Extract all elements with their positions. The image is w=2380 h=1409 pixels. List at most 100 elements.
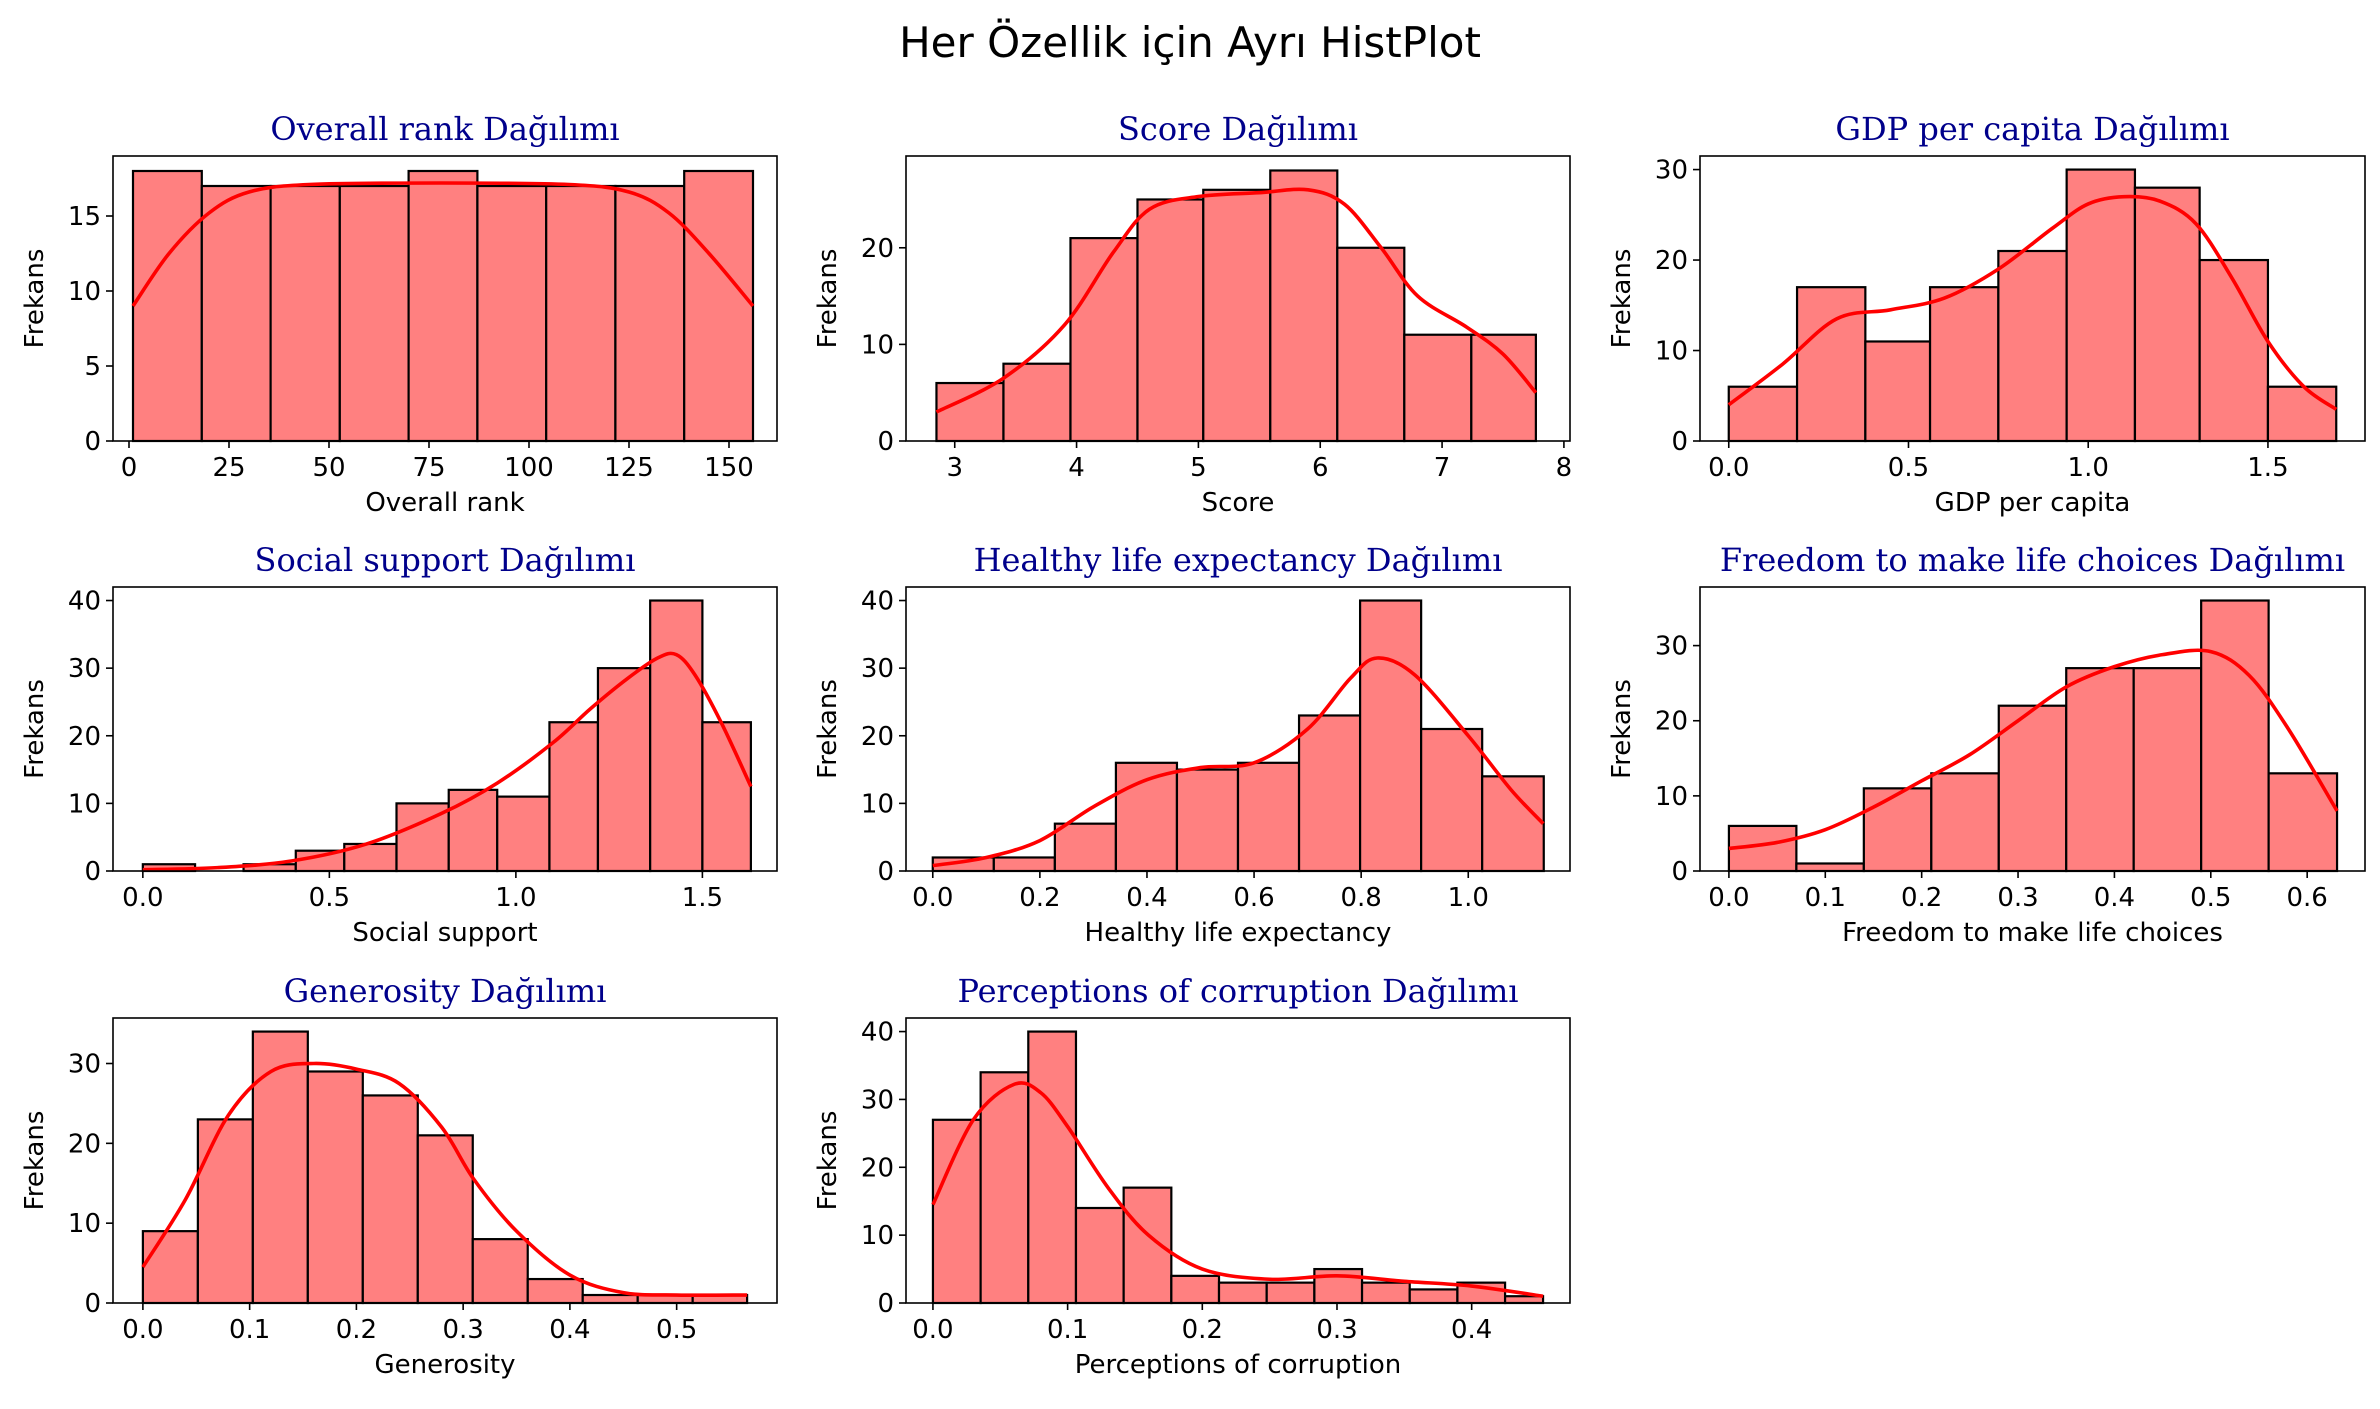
- panel-title: Perceptions of corruption Dağılımı: [957, 972, 1518, 1010]
- histogram-bar: [1470, 333, 1537, 443]
- histogram-panel: 0.0 0.1 0.2 0.3 0.4 0 10 20 30 40 Perceptions of c…: [813, 972, 1571, 1380]
- histogram-bar: [1297, 714, 1362, 873]
- histogram-panel: 0.0 0.5 1.0 1.5 0 10 20 30 GDP per capita Dağılı…: [1607, 110, 2366, 518]
- axes-frame: [1699, 586, 2366, 872]
- histogram-bar: [1864, 340, 1932, 443]
- histogram-bar: [2267, 772, 2339, 873]
- histogram-bar: [1217, 1281, 1268, 1305]
- bars: [1727, 168, 2338, 443]
- x-axis-label: Healthy life expectancy: [1085, 918, 1392, 948]
- histogram-bar: [1175, 768, 1240, 873]
- y-tick-label: 20: [1655, 707, 1688, 737]
- y-tick-label: 20: [1655, 246, 1688, 276]
- x-tick-label: 0.1: [229, 1315, 270, 1345]
- histogram-bar: [447, 788, 499, 873]
- histogram-bar: [1420, 727, 1484, 873]
- histogram-bar: [1170, 1274, 1221, 1305]
- axes-frame: [905, 155, 1571, 442]
- x-tick-label: 0.8: [1340, 883, 1381, 913]
- x-tick-label: 0.1: [1047, 1315, 1088, 1345]
- x-tick-label: 1.5: [2247, 453, 2288, 483]
- y-tick-label: 0: [84, 427, 101, 457]
- x-tick-label: 1.5: [682, 883, 723, 913]
- histogram-bar: [1002, 362, 1072, 443]
- y-tick-label: 20: [861, 1153, 894, 1183]
- x-tick-label: 0: [121, 453, 138, 483]
- histogram-bar: [1074, 1206, 1125, 1305]
- histogram-bar: [1202, 188, 1272, 443]
- x-axis-label: GDP per capita: [1935, 488, 2131, 518]
- histogram-bar: [1928, 286, 2000, 443]
- histogram-bar: [2266, 385, 2338, 443]
- axes-frame: [905, 1017, 1571, 1304]
- x-tick-label: 0.0: [122, 1315, 163, 1345]
- histogram-bar: [2132, 667, 2203, 873]
- bars: [931, 1030, 1545, 1305]
- x-tick-label: 0.0: [122, 883, 163, 913]
- histogram-bar: [1930, 772, 2000, 873]
- kde-line: [932, 656, 1545, 868]
- histogram-bar: [2065, 667, 2135, 873]
- histogram-bar: [1360, 1281, 1411, 1305]
- histogram-bar: [141, 1230, 199, 1305]
- axes-frame: [905, 586, 1571, 872]
- x-axis-label: Overall rank: [365, 488, 524, 518]
- histogram-bar: [1336, 246, 1406, 443]
- kde-line: [931, 1081, 1544, 1298]
- x-tick-label: 7: [1434, 453, 1451, 483]
- histogram-bar: [526, 1277, 584, 1305]
- x-tick-label: 0.0: [912, 1315, 953, 1345]
- bars: [931, 599, 1545, 873]
- axes-frame: [112, 586, 778, 872]
- x-tick-label: 0.0: [1708, 453, 1749, 483]
- y-tick-label: 20: [861, 234, 894, 264]
- histogram-bar: [1136, 198, 1205, 443]
- panel-title: Social support Dağılımı: [255, 541, 636, 579]
- histogram-bar: [1265, 1281, 1316, 1305]
- x-tick-label: 0.0: [1708, 883, 1749, 913]
- x-tick-label: 0.5: [309, 883, 350, 913]
- histogram-bar: [1727, 385, 1799, 443]
- x-tick-label: 0.3: [1997, 883, 2038, 913]
- x-tick-label: 8: [1556, 453, 1573, 483]
- y-tick-label: 20: [68, 722, 101, 752]
- x-tick-label: 0.3: [1316, 1315, 1357, 1345]
- x-tick-label: 0.3: [442, 1315, 483, 1345]
- x-axis-label: Freedom to make life choices: [1842, 918, 2223, 948]
- histogram-panel: 0.0 0.1 0.2 0.3 0.4 0.5 0 10 20 30 Generosity Dağı…: [20, 972, 778, 1380]
- histogram-bar: [1997, 704, 2068, 873]
- x-tick-label: 0.6: [2286, 883, 2327, 913]
- x-tick-label: 0.2: [1019, 883, 1060, 913]
- y-tick-label: 40: [861, 587, 894, 617]
- histogram-bar: [683, 169, 755, 443]
- y-tick-label: 10: [861, 789, 894, 819]
- y-tick-label: 10: [861, 330, 894, 360]
- histogram-bar: [476, 184, 548, 443]
- histogram-bar: [361, 1094, 419, 1305]
- axes-frame: [112, 1017, 778, 1304]
- axes-frame: [1699, 155, 2366, 442]
- histogram-bar: [935, 381, 1005, 443]
- histogram-bar: [1269, 169, 1339, 443]
- y-tick-label: 30: [861, 654, 894, 684]
- histogram-bar: [614, 184, 686, 443]
- y-tick-label: 0: [1671, 857, 1688, 887]
- y-axis-label: Frekans: [1607, 249, 1637, 349]
- panel-title: Healthy life expectancy Dağılımı: [974, 541, 1503, 579]
- x-tick-label: 0.5: [1888, 453, 1929, 483]
- y-tick-label: 10: [68, 789, 101, 819]
- y-tick-label: 10: [861, 1221, 894, 1251]
- histogram-bar: [2200, 599, 2270, 873]
- x-tick-label: 25: [212, 453, 245, 483]
- y-tick-label: 5: [84, 352, 101, 382]
- bars: [141, 1030, 749, 1305]
- histogram-bar: [269, 184, 341, 443]
- y-tick-label: 0: [1671, 427, 1688, 457]
- histogram-bar: [979, 1071, 1030, 1305]
- histogram-bar: [1795, 862, 1865, 873]
- histogram-bar: [1053, 822, 1118, 873]
- x-tick-label: 0.1: [1805, 883, 1846, 913]
- y-tick-label: 15: [68, 202, 101, 232]
- x-tick-label: 0.2: [1182, 1315, 1223, 1345]
